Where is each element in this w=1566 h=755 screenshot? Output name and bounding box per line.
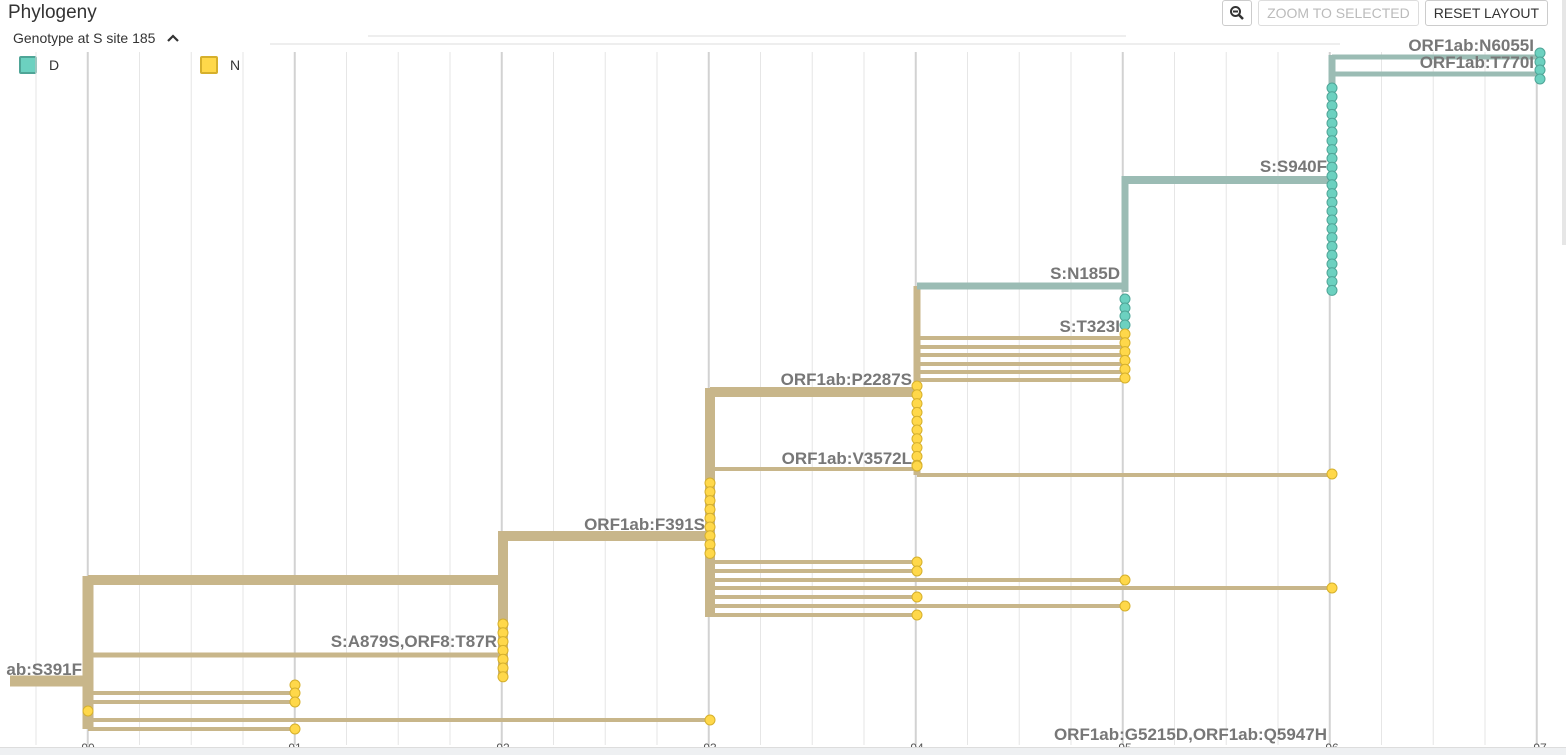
tip-node — [704, 547, 716, 559]
tip-node — [1326, 468, 1338, 480]
tip-node — [497, 671, 509, 683]
zoom-out-button[interactable] — [1222, 0, 1253, 26]
branch-label: ORF1ab:F391S — [584, 515, 705, 534]
legend-toggle[interactable]: Genotype at S site 185 — [13, 30, 181, 46]
scrollbar[interactable] — [1562, 0, 1566, 245]
tip-node — [289, 723, 301, 735]
toolbar: ZOOM TO SELECTED RESET LAYOUT — [1222, 0, 1548, 26]
zoom-to-selected-button[interactable]: ZOOM TO SELECTED — [1258, 0, 1419, 26]
branch-label: S:A879S,ORF8:T87R — [331, 632, 497, 651]
branch-labels: ab:S391F S:A879S,ORF8:T87R ORF1ab:F391S ORF… — [6, 36, 1534, 744]
tip-node — [82, 705, 94, 717]
panel-divider — [0, 747, 1566, 755]
branch-label: ORF1ab:N6055I — [1408, 36, 1534, 55]
branch-label: S:N185D — [1050, 264, 1120, 283]
tips — [82, 47, 1546, 735]
branch-label: ORF1ab:G5215D,ORF1ab:Q5947H — [1054, 725, 1327, 744]
tip-node — [1119, 372, 1131, 384]
legend-label-d: D — [49, 57, 60, 73]
panel-title: Phylogeny — [8, 2, 97, 23]
tip-node — [1534, 73, 1546, 85]
legend-label-n: N — [230, 57, 241, 73]
branch-label: ORF1ab:T770I — [1420, 53, 1534, 72]
tip-node — [1119, 574, 1131, 586]
legend-item-n[interactable]: N — [200, 56, 240, 74]
tip-node — [911, 565, 923, 577]
tip-node — [1119, 600, 1131, 612]
tip-node — [911, 609, 923, 621]
branch-label: S:S940F — [1260, 157, 1327, 176]
reset-layout-button[interactable]: RESET LAYOUT — [1424, 0, 1548, 26]
branch-label: ab:S391F — [6, 660, 82, 679]
tip-node — [704, 714, 716, 726]
tip-node — [911, 591, 923, 603]
zoom-out-icon — [1230, 6, 1244, 20]
tip-node — [289, 696, 301, 708]
branch-label: ORF1ab:P2287S — [781, 370, 912, 389]
grid — [35, 52, 1538, 745]
chevron-up-icon — [167, 34, 180, 42]
tip-node — [1326, 284, 1338, 296]
branch-label: ORF1ab:V3572L — [782, 449, 912, 468]
tip-node — [1326, 582, 1338, 594]
legend-title: Genotype at S site 185 — [13, 30, 156, 46]
branch-label: S:T323I — [1060, 317, 1120, 336]
legend-swatch-n — [200, 56, 218, 74]
tip-node — [911, 460, 923, 472]
